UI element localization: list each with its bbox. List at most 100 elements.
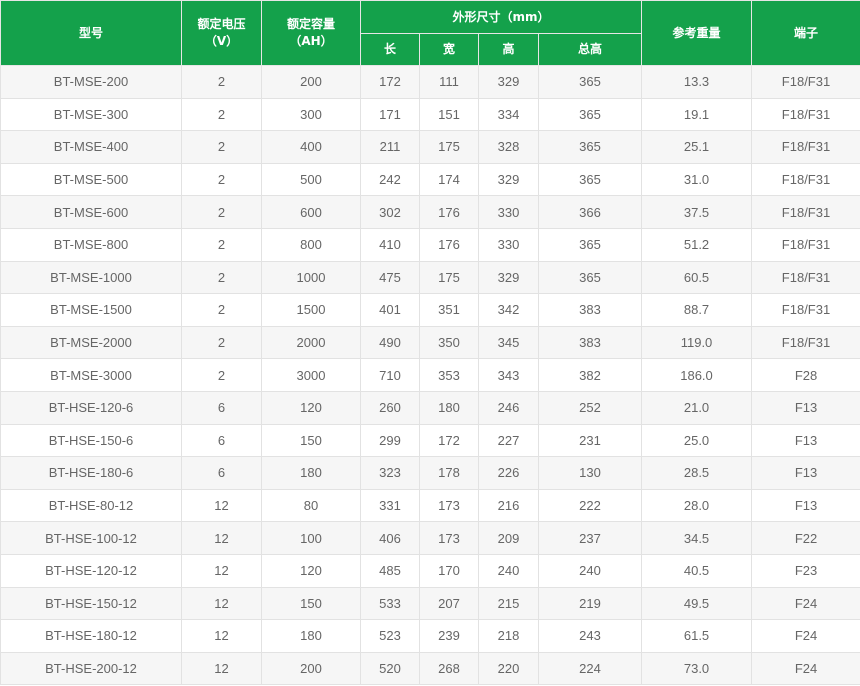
cell-length: 323 [360, 456, 420, 490]
cell-height: 227 [478, 423, 539, 458]
cell-terminal: F18/F31 [751, 260, 860, 295]
cell-length: 299 [360, 423, 420, 458]
cell-total-height: 365 [537, 260, 643, 295]
cell-width: 176 [419, 227, 479, 262]
cell-total-height: 231 [537, 423, 643, 458]
cell-voltage: 6 [181, 456, 262, 490]
cell-capacity: 600 [261, 195, 361, 229]
cell-width: 178 [419, 456, 479, 490]
cell-capacity: 300 [261, 97, 361, 132]
cell-capacity: 100 [261, 521, 361, 555]
cell-capacity: 1500 [261, 293, 361, 327]
cell-length: 211 [360, 130, 420, 164]
cell-voltage: 6 [181, 390, 262, 425]
cell-model: BT-MSE-400 [0, 130, 182, 164]
cell-capacity: 400 [261, 130, 361, 164]
table-row: BT-MSE-3000 2 3000 710 353 343 382 186.0 F28 [0, 358, 860, 392]
cell-length: 331 [360, 488, 420, 523]
cell-weight: 25.1 [641, 130, 753, 164]
table-row: BT-HSE-120-12 12 120 485 170 240 240 40.5 F23 [0, 553, 860, 588]
cell-length: 302 [360, 195, 420, 229]
header-capacity: 额定容量 （AH） [261, 0, 361, 66]
cell-height: 330 [478, 195, 539, 229]
cell-length: 520 [360, 651, 420, 686]
cell-width: 176 [419, 195, 479, 229]
cell-weight: 60.5 [641, 260, 753, 295]
cell-terminal: F18/F31 [751, 162, 860, 197]
cell-height: 329 [478, 260, 539, 295]
cell-model: BT-HSE-180-6 [0, 456, 182, 490]
cell-length: 401 [360, 293, 420, 327]
cell-capacity: 200 [261, 65, 361, 99]
cell-total-height: 130 [537, 456, 643, 490]
cell-voltage: 2 [181, 325, 262, 360]
cell-width: 172 [419, 423, 479, 458]
cell-total-height: 383 [537, 293, 643, 327]
table-row: BT-MSE-500 2 500 242 174 329 365 31.0 F18/F31 [0, 162, 860, 197]
table-row: BT-HSE-180-6 6 180 323 178 226 130 28.5 F13 [0, 456, 860, 490]
cell-height: 215 [478, 586, 539, 621]
cell-capacity: 180 [261, 619, 361, 653]
cell-width: 174 [419, 162, 479, 197]
cell-model: BT-HSE-120-12 [0, 553, 182, 588]
cell-total-height: 365 [537, 130, 643, 164]
cell-total-height: 219 [537, 586, 643, 621]
cell-height: 226 [478, 456, 539, 490]
cell-model: BT-MSE-300 [0, 97, 182, 132]
cell-terminal: F18/F31 [751, 227, 860, 262]
cell-width: 207 [419, 586, 479, 621]
cell-capacity: 3000 [261, 358, 361, 392]
table-row: BT-MSE-800 2 800 410 176 330 365 51.2 F18/F31 [0, 227, 860, 262]
cell-width: 268 [419, 651, 479, 686]
cell-terminal: F13 [751, 456, 860, 490]
cell-voltage: 12 [181, 521, 262, 555]
cell-weight: 119.0 [641, 325, 753, 360]
cell-width: 173 [419, 521, 479, 555]
cell-total-height: 383 [537, 325, 643, 360]
cell-total-height: 365 [537, 162, 643, 197]
cell-height: 342 [478, 293, 539, 327]
cell-width: 180 [419, 390, 479, 425]
header-model: 型号 [0, 0, 182, 66]
cell-model: BT-MSE-200 [0, 65, 182, 99]
cell-capacity: 800 [261, 227, 361, 262]
table-row: BT-MSE-600 2 600 302 176 330 366 37.5 F18/F31 [0, 195, 860, 229]
table-row: BT-HSE-180-12 12 180 523 239 218 243 61.5 F24 [0, 619, 860, 653]
cell-weight: 31.0 [641, 162, 753, 197]
cell-model: BT-HSE-120-6 [0, 390, 182, 425]
cell-model: BT-HSE-100-12 [0, 521, 182, 555]
header-dimensions: 外形尺寸（mm） [359, 0, 643, 34]
cell-length: 533 [360, 586, 420, 621]
cell-height: 329 [478, 65, 539, 99]
table-row: BT-HSE-150-6 6 150 299 172 227 231 25.0 F13 [0, 423, 860, 458]
cell-length: 260 [360, 390, 420, 425]
cell-model: BT-HSE-150-6 [0, 423, 182, 458]
cell-model: BT-MSE-600 [0, 195, 182, 229]
cell-model: BT-HSE-150-12 [0, 586, 182, 621]
cell-voltage: 12 [181, 586, 262, 621]
cell-voltage: 12 [181, 553, 262, 588]
cell-terminal: F13 [751, 423, 860, 458]
cell-terminal: F13 [751, 390, 860, 425]
cell-terminal: F24 [751, 651, 860, 686]
table-row: BT-MSE-400 2 400 211 175 328 365 25.1 F18/F31 [0, 130, 860, 164]
cell-length: 485 [360, 553, 420, 588]
cell-width: 239 [419, 619, 479, 653]
cell-terminal: F18/F31 [751, 130, 860, 164]
cell-terminal: F22 [751, 521, 860, 555]
table-row: BT-MSE-1000 2 1000 475 175 329 365 60.5 F18/F31 [0, 260, 860, 295]
cell-width: 170 [419, 553, 479, 588]
cell-height: 330 [478, 227, 539, 262]
cell-voltage: 2 [181, 195, 262, 229]
cell-model: BT-MSE-2000 [0, 325, 182, 360]
cell-terminal: F18/F31 [751, 293, 860, 327]
cell-weight: 61.5 [641, 619, 753, 653]
cell-height: 334 [478, 97, 539, 132]
cell-weight: 34.5 [641, 521, 753, 555]
cell-total-height: 366 [537, 195, 643, 229]
cell-voltage: 2 [181, 227, 262, 262]
table-row: BT-HSE-100-12 12 100 406 173 209 237 34.5 F22 [0, 521, 860, 555]
cell-model: BT-MSE-500 [0, 162, 182, 197]
cell-width: 353 [419, 358, 479, 392]
